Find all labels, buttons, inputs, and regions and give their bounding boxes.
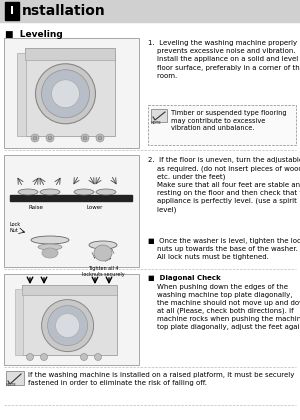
Circle shape (41, 70, 89, 118)
Text: I: I (10, 6, 14, 16)
Text: Lock
Nut: Lock Nut (9, 222, 20, 233)
Circle shape (48, 306, 88, 346)
Text: Timber or suspended type flooring
may contribute to excessive
vibration and unba: Timber or suspended type flooring may co… (171, 110, 286, 131)
Circle shape (94, 354, 101, 360)
Circle shape (31, 134, 39, 142)
Text: 2.  If the floor is uneven, turn the adjustable feet
    as required. (do not in: 2. If the floor is uneven, turn the adju… (148, 157, 300, 213)
Bar (4, 38, 139, 148)
Text: nstallation: nstallation (22, 4, 106, 18)
Circle shape (26, 354, 34, 360)
Bar (4, 274, 139, 365)
Text: If the washing machine is installed on a raised platform, it must be securely
fa: If the washing machine is installed on a… (28, 372, 294, 386)
Circle shape (35, 64, 95, 124)
Ellipse shape (89, 241, 117, 249)
Text: Tighten all 4
locknuts securely: Tighten all 4 locknuts securely (82, 266, 124, 277)
Circle shape (96, 134, 104, 142)
Circle shape (56, 314, 80, 338)
Bar (4, 155, 139, 267)
Bar (0, 0, 300, 22)
Ellipse shape (38, 244, 62, 250)
Bar (22, 285, 117, 295)
Circle shape (48, 136, 52, 140)
Text: Lower: Lower (87, 205, 103, 210)
Ellipse shape (31, 236, 69, 244)
Circle shape (83, 136, 87, 140)
Circle shape (40, 354, 47, 360)
Ellipse shape (74, 189, 94, 195)
Text: When pushing down the edges of the
    washing machine top plate diagonally,
   : When pushing down the edges of the washi… (148, 284, 300, 331)
Text: NOTE: NOTE (6, 383, 16, 387)
Bar (22, 285, 117, 355)
Ellipse shape (42, 248, 58, 258)
Text: NOTE: NOTE (151, 121, 162, 125)
Bar (15, 289, 23, 355)
Circle shape (98, 136, 102, 140)
Ellipse shape (40, 189, 60, 195)
Ellipse shape (96, 189, 116, 195)
Bar (10, 195, 132, 201)
Bar (25, 48, 115, 136)
Text: ■  Leveling: ■ Leveling (5, 30, 63, 39)
Ellipse shape (18, 189, 38, 195)
Text: ■  Once the washer is level, tighten the lock
    nuts up towards the base of th: ■ Once the washer is level, tighten the … (148, 238, 300, 260)
Circle shape (42, 299, 94, 352)
Text: Raise: Raise (28, 205, 44, 210)
Text: 1.  Leveling the washing machine properly
    prevents excessive noise and vibra: 1. Leveling the washing machine properly… (148, 40, 300, 79)
Bar (25, 48, 115, 60)
Circle shape (33, 136, 37, 140)
Text: ■  Diagonal Check: ■ Diagonal Check (148, 275, 221, 281)
Bar (6, 371, 24, 385)
Bar (151, 109, 167, 122)
Circle shape (80, 354, 88, 360)
Circle shape (52, 80, 80, 108)
Bar (17, 53, 26, 136)
Ellipse shape (94, 245, 112, 261)
Bar (148, 105, 296, 145)
Bar (5, 2, 19, 20)
Circle shape (81, 134, 89, 142)
Circle shape (46, 134, 54, 142)
